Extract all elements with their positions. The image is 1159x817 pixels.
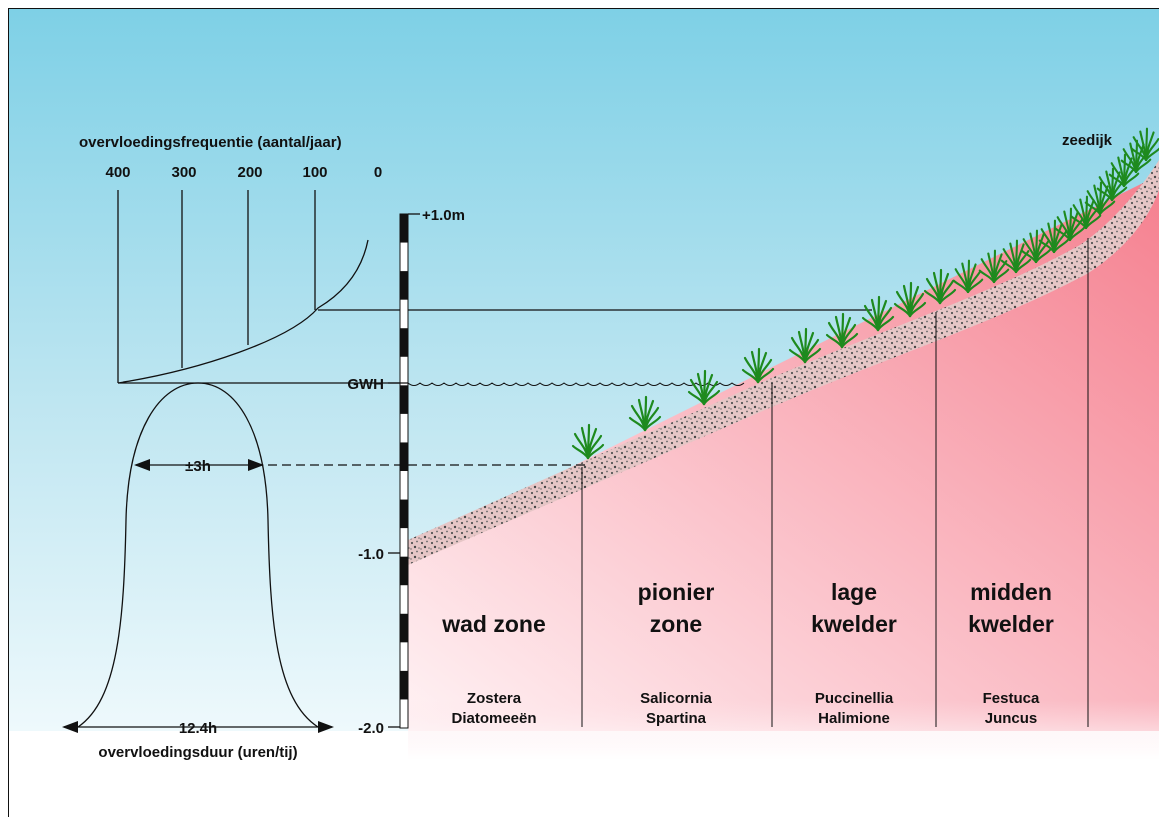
plant-tuft (1108, 153, 1140, 188)
plant-tuft (1054, 207, 1086, 242)
scale-bottom-label: -2.0 (358, 720, 384, 737)
plant-tuft (825, 312, 859, 349)
frequency-title: overvloedingsfrequentie (aantal/jaar) (79, 134, 342, 151)
duration-arrowhead-left (62, 721, 78, 733)
scale-top-label: +1.0m (422, 207, 465, 224)
scale-segment (400, 499, 408, 529)
duration-chart (62, 382, 585, 733)
scale-segment (400, 670, 408, 700)
duration-arrowhead-right (318, 721, 334, 733)
zone-3-title-line2: kwelder (811, 611, 897, 637)
plant-tuft (628, 395, 662, 432)
frequency-chart (117, 190, 872, 384)
plant-tuft (978, 249, 1010, 284)
zone-4-title-line2: kwelder (968, 611, 1054, 637)
frequency-tick-label-0: 0 (374, 164, 382, 181)
sediment-layer (408, 160, 1159, 565)
frequency-curve (117, 239, 369, 384)
vegetation (571, 127, 1159, 460)
frequency-tick-label-300: 300 (171, 164, 196, 181)
inner-width-label: ±3h (185, 458, 211, 475)
duration-width-label: 12.4h (179, 720, 217, 737)
frequency-tick-label-100: 100 (302, 164, 327, 181)
dike-label: zeedijk (1062, 132, 1113, 149)
frequency-tick-label-200: 200 (237, 164, 262, 181)
inner-arrowhead-right (248, 459, 264, 471)
scale-segment (400, 556, 408, 586)
plant-tuft (571, 423, 605, 460)
zone-3-species-line2: Halimione (818, 710, 890, 727)
zone-2-title-line1: pionier (638, 579, 715, 605)
zone-4-title-line1: midden (970, 579, 1052, 605)
plant-tuft (1020, 229, 1052, 264)
scale-segment (400, 214, 408, 243)
zone-2-species-line1: Salicornia (640, 690, 712, 707)
soil-fade (408, 700, 1159, 760)
plant-tuft (788, 327, 822, 364)
frame-top-border (8, 8, 1159, 9)
plant-tuft (687, 369, 721, 406)
zone-4-species-line2: Juncus (985, 710, 1038, 727)
duration-bell-curve (77, 382, 319, 728)
frequency-tick-label-400: 400 (105, 164, 130, 181)
zone-2-title-line2: zone (650, 611, 702, 637)
plant-tuft (741, 347, 775, 384)
zone-3-title-line1: lage (831, 579, 877, 605)
plant-tuft (952, 259, 984, 294)
zone-1-species-line2: Diatomeeën (451, 710, 536, 727)
plant-tuft (1130, 127, 1159, 162)
zone-4-species-line1: Festuca (983, 690, 1040, 707)
scale-segment (400, 385, 408, 414)
zone-1-species-line1: Zostera (467, 690, 522, 707)
zone-1-title-line2: wad zone (441, 611, 546, 637)
frame-left-border (8, 8, 9, 817)
scale-segment (400, 613, 408, 643)
zone-2-species-line2: Spartina (646, 710, 707, 727)
zone-3-species-line1: Puccinellia (815, 690, 894, 707)
plant-tuft (893, 281, 927, 318)
duration-title: overvloedingsduur (uren/tij) (98, 744, 297, 761)
depth-scale (388, 213, 420, 729)
plant-tuft (1038, 219, 1070, 254)
scale-segment (400, 328, 408, 357)
gwh-label: GWH (347, 376, 384, 393)
scale-segment (400, 271, 408, 300)
plant-tuft (861, 295, 895, 332)
plant-tuft (1000, 239, 1032, 274)
gwh-wave-line (407, 382, 745, 386)
plant-tuft (923, 268, 957, 305)
inner-arrowhead-left (134, 459, 150, 471)
scale-segment (400, 442, 408, 471)
scale-mid-label: -1.0 (358, 546, 384, 563)
